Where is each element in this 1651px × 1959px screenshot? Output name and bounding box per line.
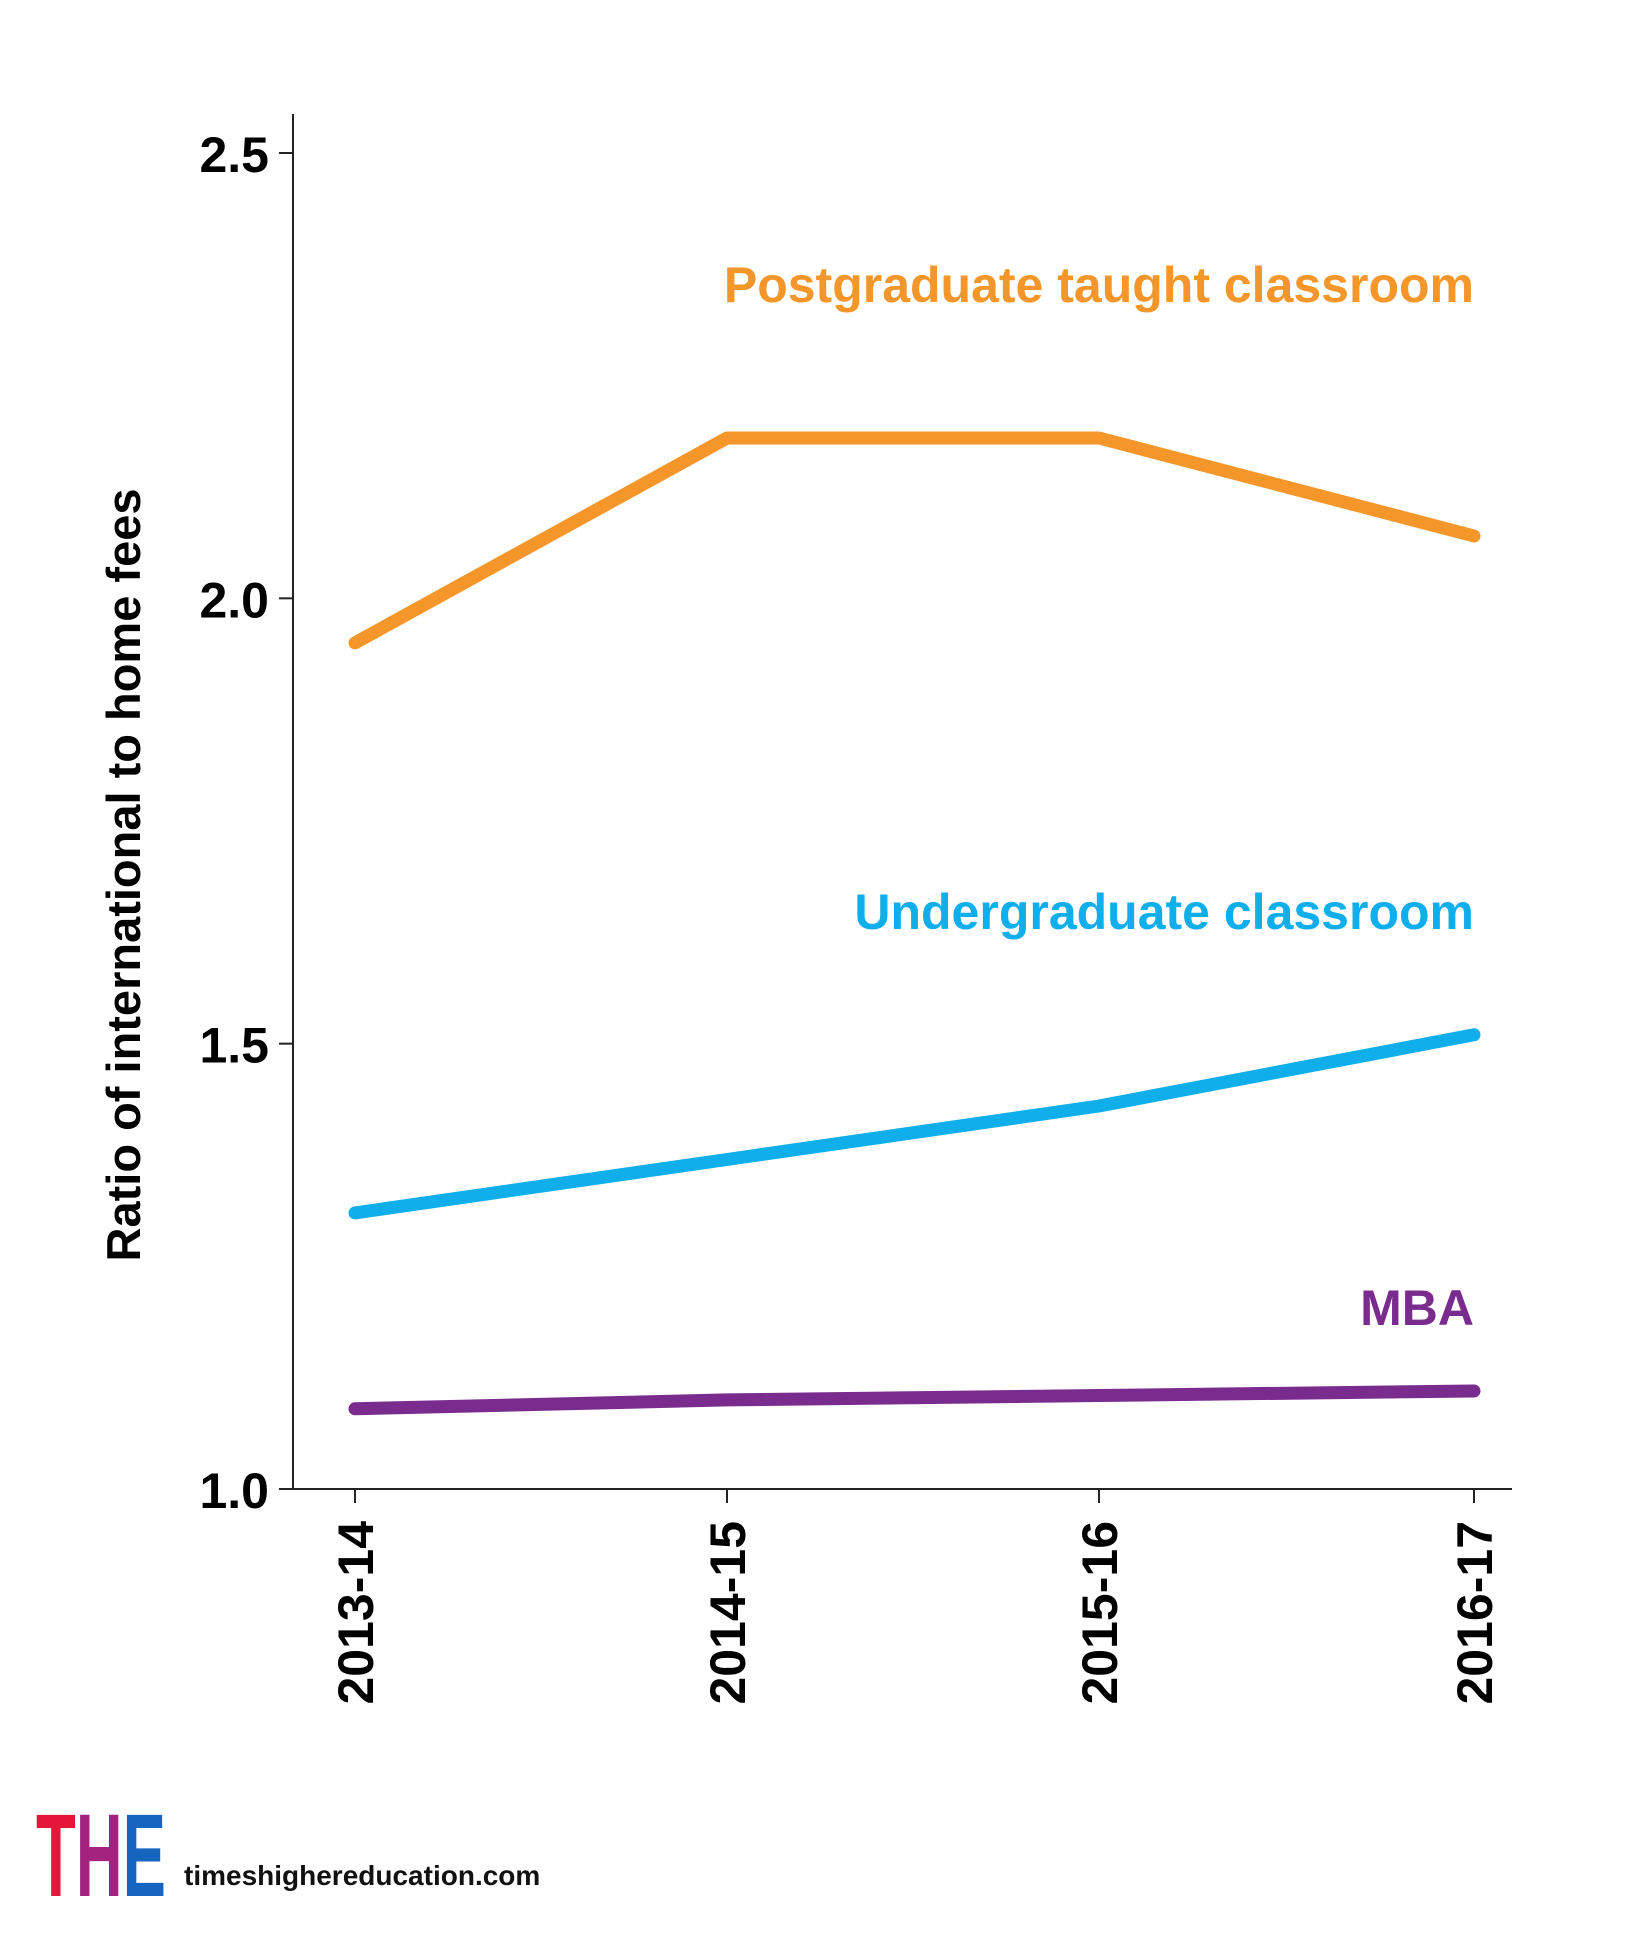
series-labels: Postgraduate taught classroom Undergradua… <box>724 257 1474 1336</box>
series-label: Undergraduate classroom <box>854 884 1474 940</box>
series-lines <box>348 431 1481 1416</box>
y-tick-label: 2.0 <box>199 572 269 628</box>
y-tick-label: 1.5 <box>199 1018 269 1074</box>
the-logo: THE <box>36 1800 166 1900</box>
x-axis-ticks: 2013-14 2014-15 2015-16 2016-17 <box>328 1489 1503 1705</box>
y-tick-label: 1.0 <box>199 1463 269 1519</box>
x-tick-label: 2014-15 <box>700 1521 756 1705</box>
logo-letter-t: T <box>36 1800 76 1900</box>
logo-letter-h: H <box>76 1800 123 1900</box>
y-axis-ticks: 1.0 1.5 2.0 2.5 <box>199 127 293 1519</box>
x-tick-label: 2016-17 <box>1447 1521 1503 1705</box>
series-line <box>348 431 1481 650</box>
series-label: MBA <box>1360 1280 1474 1336</box>
chart-axes <box>292 114 1512 1490</box>
site-url: timeshighereducation.com <box>184 1860 541 1891</box>
logo-letter-e: E <box>123 1800 166 1900</box>
y-axis-title: Ratio of international to home fees <box>97 489 150 1262</box>
x-tick-label: 2013-14 <box>328 1521 384 1705</box>
svg-text:THE: THE <box>36 1800 166 1900</box>
y-tick-label: 2.5 <box>199 127 269 183</box>
series-label: Postgraduate taught classroom <box>724 257 1474 313</box>
x-tick-label: 2015-16 <box>1072 1521 1128 1705</box>
series-line <box>348 1028 1481 1220</box>
series-line <box>348 1384 1481 1416</box>
